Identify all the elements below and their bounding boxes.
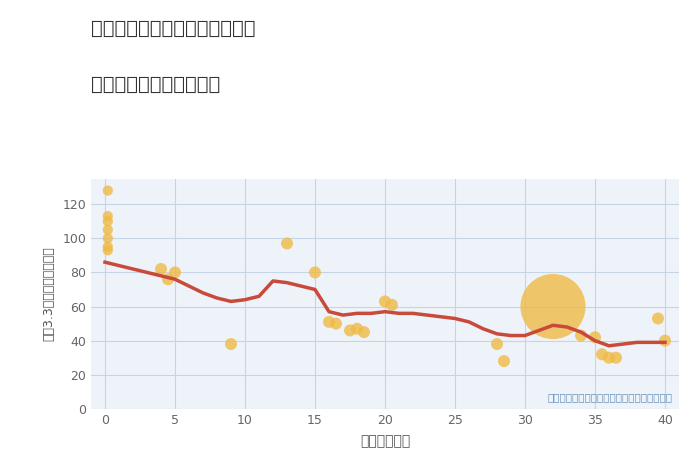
Point [491, 340, 503, 348]
Point [547, 303, 559, 310]
Text: 築年数別中古戸建て価格: 築年数別中古戸建て価格 [91, 75, 220, 94]
Point [659, 337, 671, 345]
Point [575, 332, 587, 339]
Point [309, 269, 321, 276]
Point [102, 243, 113, 251]
Text: 大阪府大阪市此花区春日出中の: 大阪府大阪市此花区春日出中の [91, 19, 256, 38]
Point [351, 325, 363, 332]
Point [498, 357, 510, 365]
Point [102, 235, 113, 242]
Point [596, 351, 608, 358]
Y-axis label: 坪（3.3㎡）単価（万円）: 坪（3.3㎡）単価（万円） [42, 246, 55, 341]
Point [102, 246, 113, 254]
X-axis label: 築年数（年）: 築年数（年） [360, 434, 410, 448]
Point [379, 298, 391, 305]
Point [323, 318, 335, 326]
Point [344, 327, 356, 334]
Point [652, 315, 664, 322]
Point [225, 340, 237, 348]
Text: 円の大きさは、取引のあった物件面積を示す: 円の大きさは、取引のあった物件面積を示す [547, 392, 672, 402]
Point [589, 334, 601, 341]
Point [330, 320, 342, 328]
Point [102, 212, 113, 220]
Point [358, 329, 370, 336]
Point [281, 240, 293, 247]
Point [102, 187, 113, 194]
Point [102, 226, 113, 234]
Point [169, 269, 181, 276]
Point [155, 265, 167, 273]
Point [603, 354, 615, 361]
Point [102, 218, 113, 225]
Point [610, 354, 622, 361]
Point [386, 301, 398, 309]
Point [162, 275, 174, 283]
